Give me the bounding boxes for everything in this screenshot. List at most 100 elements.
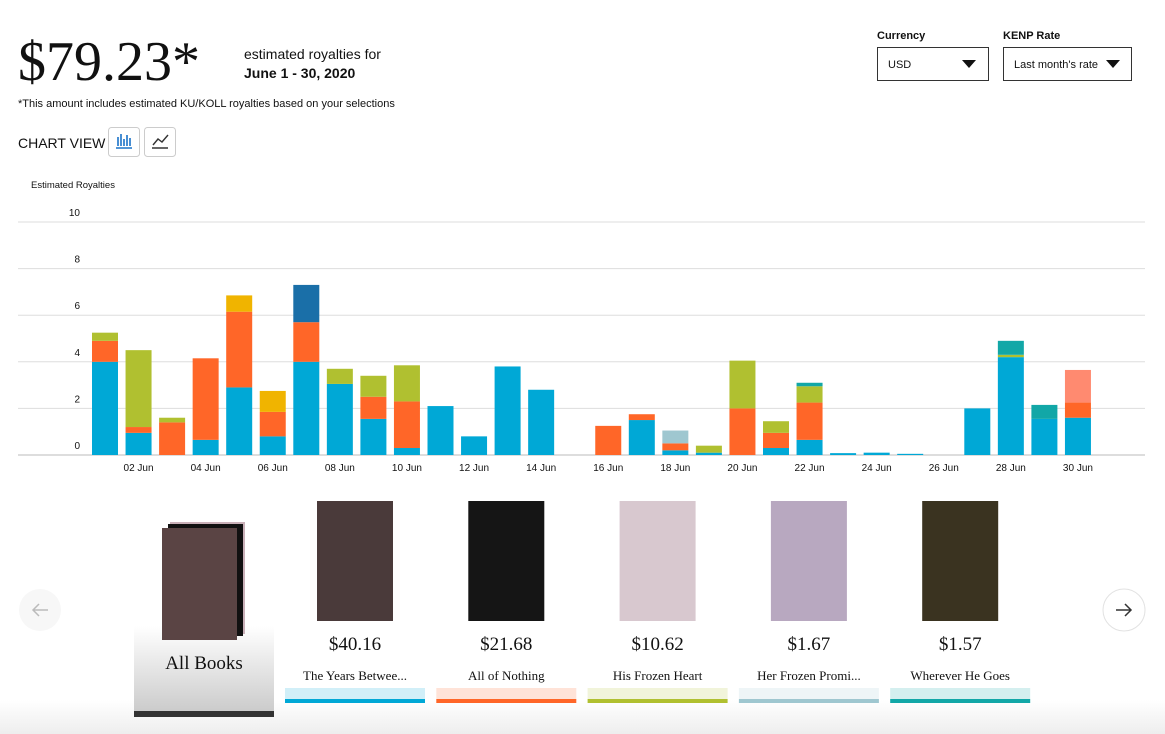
bar-segment bbox=[997, 357, 1024, 455]
dropdown-arrow bbox=[1106, 60, 1120, 68]
x-tick-label: 02 Jun bbox=[124, 463, 154, 474]
bar-segment bbox=[796, 386, 823, 403]
y-tick-label: 0 bbox=[74, 441, 80, 452]
bar-segment bbox=[293, 361, 320, 455]
card-underline bbox=[436, 699, 577, 703]
card-title: All Books bbox=[165, 653, 243, 674]
bar-segment bbox=[830, 453, 857, 455]
bar-segment bbox=[125, 350, 152, 428]
x-tick-label: 12 Jun bbox=[459, 463, 489, 474]
card-title: All of Nothing bbox=[468, 668, 545, 683]
book-cover bbox=[468, 501, 545, 621]
card-glow bbox=[738, 688, 879, 699]
bar-segment bbox=[729, 360, 756, 409]
bar-segment bbox=[326, 383, 353, 455]
bar-segment bbox=[528, 389, 555, 455]
bar-segment bbox=[461, 436, 488, 455]
card-title: His Frozen Heart bbox=[613, 668, 703, 683]
bar-segment bbox=[393, 448, 420, 455]
book-cover bbox=[770, 501, 847, 621]
bar-segment bbox=[293, 322, 320, 362]
bar-segment bbox=[393, 401, 420, 449]
card-glow bbox=[587, 688, 728, 699]
bar-segment bbox=[695, 445, 722, 453]
bar-segment bbox=[729, 408, 756, 455]
bar-segment bbox=[628, 420, 655, 455]
plot: 0 2 4 6 8 10 02 Jun 04 Jun 06 Jun 08 Jun 10 Jun 12 … bbox=[18, 208, 1145, 474]
bar-segment bbox=[326, 368, 353, 384]
bar-segment bbox=[796, 439, 823, 455]
bar-segment bbox=[796, 382, 823, 387]
x-tick-label: 18 Jun bbox=[660, 463, 690, 474]
next-arrow bbox=[1116, 603, 1133, 617]
x-tick-label: 06 Jun bbox=[258, 463, 288, 474]
x-tick-label: 10 Jun bbox=[392, 463, 422, 474]
bar-segment bbox=[92, 340, 118, 362]
bar-segment bbox=[226, 311, 253, 388]
book-cover bbox=[619, 501, 696, 621]
card-price: $21.68 bbox=[480, 634, 532, 655]
x-tick-label: 20 Jun bbox=[727, 463, 757, 474]
dropdown-arrow bbox=[962, 60, 976, 68]
bar-segment bbox=[427, 406, 454, 455]
amount-label: estimated royalties for bbox=[244, 46, 381, 62]
card-glow bbox=[436, 688, 577, 699]
bar-segment bbox=[1031, 404, 1058, 419]
bar-segment bbox=[662, 450, 689, 455]
card-title: The Years Betwee... bbox=[303, 668, 407, 683]
bar-segment bbox=[259, 390, 286, 412]
bar-segment bbox=[763, 421, 789, 433]
bar-segment bbox=[1064, 369, 1091, 403]
bar-segment bbox=[997, 354, 1024, 358]
x-tick-label: 24 Jun bbox=[862, 463, 892, 474]
period: June 1 - 30, 2020 bbox=[244, 65, 356, 81]
bar-segment bbox=[159, 417, 186, 423]
card-underline bbox=[134, 711, 274, 717]
x-tick-label: 08 Jun bbox=[325, 463, 355, 474]
bar-segment bbox=[125, 427, 152, 433]
x-tick-label: 26 Jun bbox=[929, 463, 959, 474]
card-glow bbox=[890, 688, 1031, 699]
bar-segment bbox=[125, 432, 152, 455]
x-tick-label: 14 Jun bbox=[526, 463, 556, 474]
book-cover bbox=[317, 501, 393, 621]
note: *This amount includes estimated KU/KOLL … bbox=[18, 98, 395, 110]
card-glow bbox=[285, 688, 425, 699]
bar-segment bbox=[695, 452, 722, 455]
line-view-button[interactable] bbox=[144, 127, 176, 157]
bar-segment bbox=[494, 366, 521, 455]
y-tick-label: 2 bbox=[74, 394, 80, 405]
y-tick-label: 6 bbox=[74, 301, 80, 312]
bar-segment bbox=[1064, 417, 1091, 455]
bar-segment bbox=[662, 443, 689, 451]
bar-segment bbox=[997, 340, 1024, 355]
bar-segment bbox=[360, 396, 387, 419]
bar-segment bbox=[259, 436, 286, 455]
bar-segment bbox=[897, 453, 924, 455]
bar-segment bbox=[259, 411, 286, 437]
y-axis-label: Estimated Royalties bbox=[31, 180, 115, 191]
card-underline bbox=[587, 699, 728, 703]
bar-segment bbox=[863, 452, 890, 455]
bar-segment bbox=[159, 422, 186, 455]
bar-segment bbox=[1064, 402, 1091, 418]
y-tick-label: 4 bbox=[74, 348, 80, 359]
bar-segment bbox=[226, 295, 253, 312]
bar-segment bbox=[662, 430, 689, 444]
bar-segment bbox=[628, 414, 655, 421]
card-underline bbox=[738, 699, 879, 703]
prev-arrow bbox=[31, 603, 48, 617]
bar-segment bbox=[393, 365, 420, 402]
card-underline bbox=[285, 699, 425, 703]
card-price: $40.16 bbox=[329, 634, 381, 655]
book-cover bbox=[922, 501, 999, 621]
card-price: $1.67 bbox=[788, 634, 831, 655]
bar-segment bbox=[192, 358, 219, 440]
bar-segment bbox=[92, 332, 118, 341]
currency-value: USD bbox=[888, 59, 911, 71]
book-carousel: All Books $40.16 The Years Betwee... $21.68… bbox=[134, 490, 1031, 717]
bar-segment bbox=[92, 361, 118, 455]
kenp-value: Last month's rate bbox=[1014, 59, 1098, 71]
chart-view-label: CHART VIEW bbox=[18, 135, 106, 151]
